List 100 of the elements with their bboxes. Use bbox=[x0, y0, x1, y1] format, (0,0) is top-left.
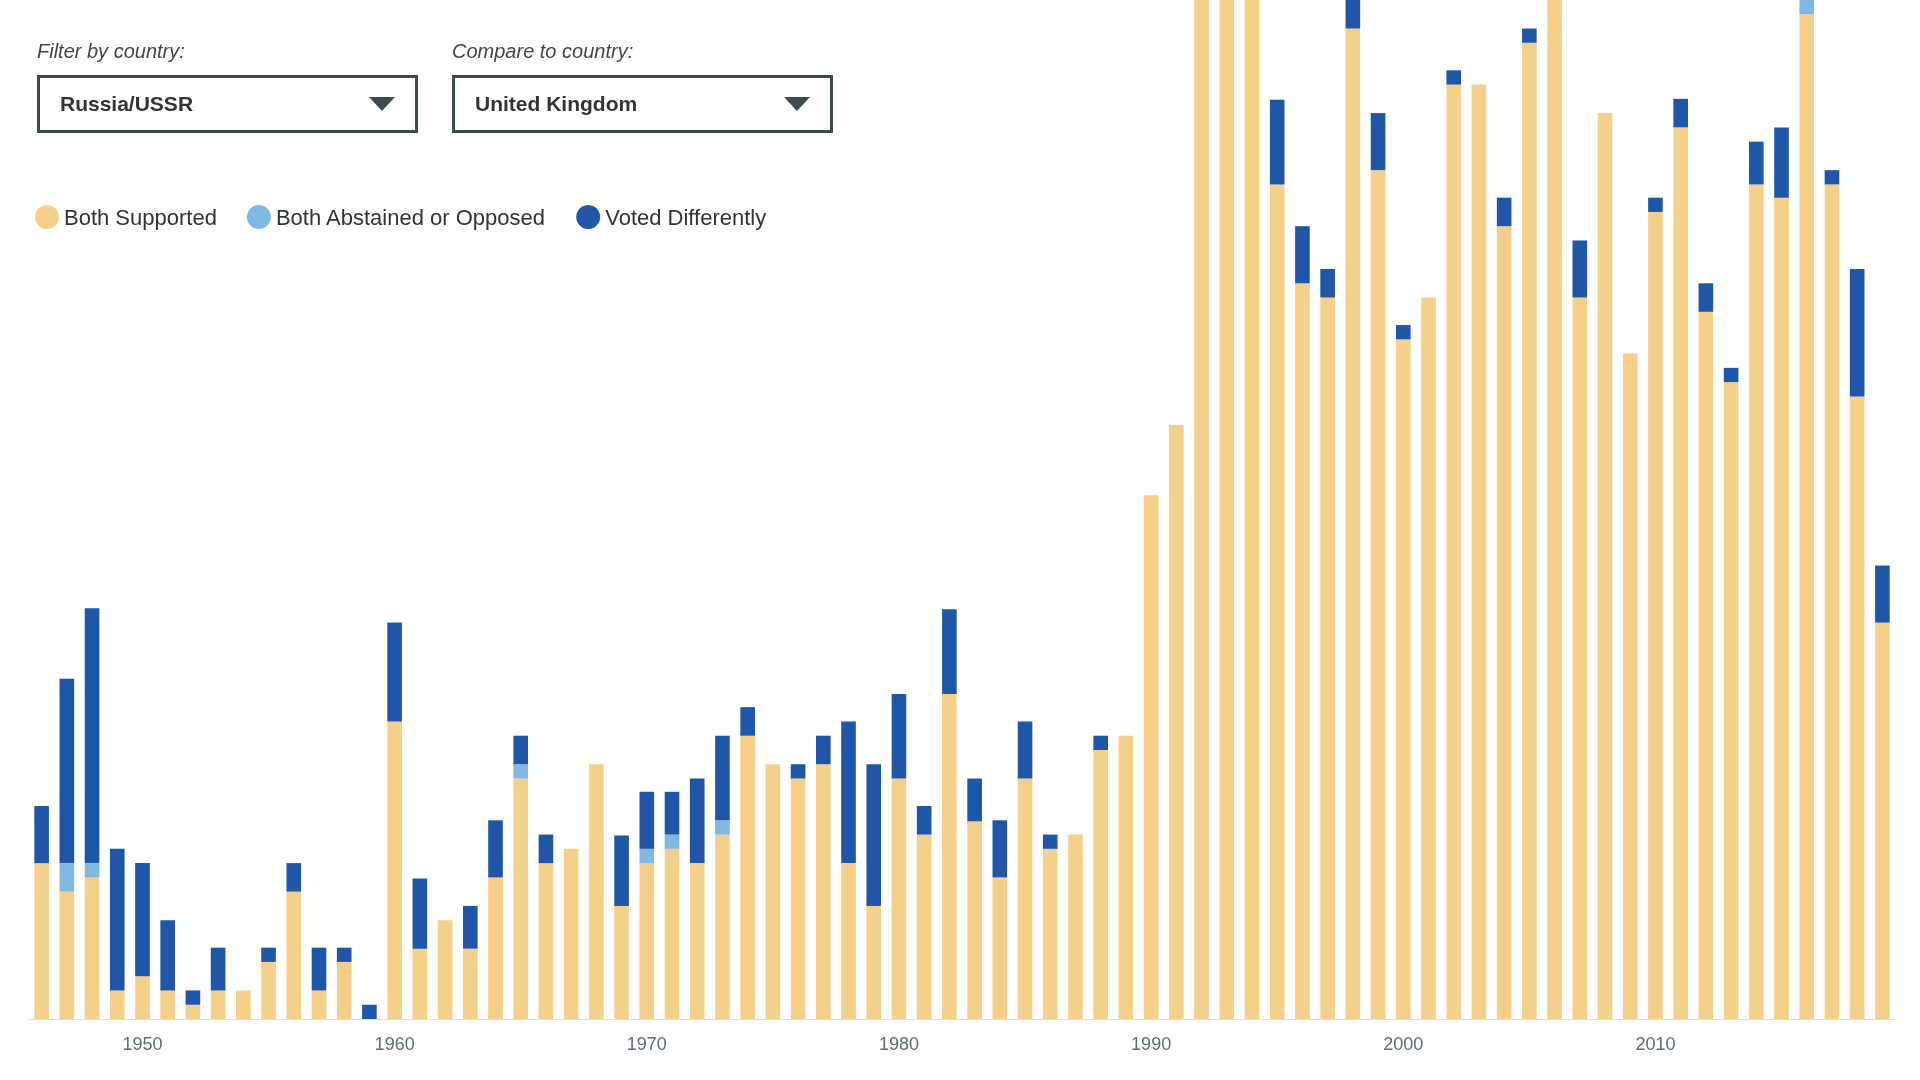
bar bbox=[740, 735, 755, 1019]
x-tick-label: 2010 bbox=[1635, 1034, 1676, 1054]
bar bbox=[1875, 565, 1890, 623]
x-tick-label: 2000 bbox=[1383, 1034, 1424, 1054]
bar bbox=[1799, 0, 1815, 15]
bar bbox=[1774, 127, 1789, 198]
bar bbox=[34, 806, 49, 864]
bar bbox=[816, 764, 831, 1019]
bar bbox=[1673, 127, 1688, 1019]
bar bbox=[1017, 721, 1033, 779]
bar bbox=[1547, 0, 1562, 1019]
bar bbox=[614, 905, 629, 1019]
bar bbox=[790, 778, 806, 1019]
bar bbox=[1522, 42, 1537, 1019]
bar bbox=[311, 990, 327, 1019]
bar bbox=[639, 791, 655, 849]
bar bbox=[336, 947, 352, 962]
bar bbox=[816, 735, 831, 765]
bar bbox=[1345, 0, 1361, 29]
bar bbox=[488, 877, 503, 1019]
dropdown-field: Russia/USSR bbox=[37, 75, 418, 133]
bar bbox=[513, 764, 529, 779]
bar bbox=[1169, 424, 1184, 1019]
bar bbox=[715, 820, 730, 835]
bar bbox=[109, 990, 125, 1019]
annotation: United Kingdom bbox=[475, 92, 638, 116]
bar bbox=[59, 678, 75, 864]
bar bbox=[387, 721, 402, 1019]
bar bbox=[84, 863, 100, 878]
legend-label: Both Abstained or Opposed bbox=[275, 204, 545, 230]
bar bbox=[513, 735, 529, 765]
bar bbox=[740, 707, 755, 736]
bar bbox=[1824, 184, 1840, 1019]
bar bbox=[891, 778, 907, 1019]
x-tick-label: 1980 bbox=[878, 1034, 919, 1054]
bar bbox=[1118, 735, 1134, 1019]
bar bbox=[689, 778, 705, 864]
bar bbox=[1749, 184, 1764, 1019]
bar bbox=[1194, 0, 1209, 1019]
bar bbox=[639, 863, 655, 1019]
bar bbox=[513, 778, 529, 1019]
bar bbox=[336, 961, 352, 1019]
bar bbox=[614, 835, 629, 906]
bar bbox=[286, 891, 302, 1019]
bar bbox=[1849, 269, 1865, 397]
bar bbox=[1068, 834, 1083, 1019]
bar bbox=[437, 920, 453, 1019]
bar bbox=[236, 990, 251, 1019]
bar bbox=[1244, 0, 1260, 1019]
bar bbox=[1648, 197, 1663, 212]
bar bbox=[1093, 735, 1108, 750]
bar bbox=[967, 778, 982, 822]
bar bbox=[942, 609, 957, 694]
bar bbox=[715, 834, 730, 1019]
bar bbox=[1875, 622, 1890, 1019]
bar bbox=[1799, 14, 1815, 1019]
bar bbox=[1017, 778, 1033, 1019]
bar bbox=[1849, 396, 1865, 1019]
bar bbox=[967, 821, 982, 1019]
annotation: Russia/USSR bbox=[60, 92, 194, 116]
bar bbox=[765, 764, 781, 1019]
bar bbox=[538, 834, 554, 864]
bar bbox=[790, 764, 806, 779]
bar bbox=[462, 905, 478, 949]
bar bbox=[1093, 749, 1108, 1019]
bar bbox=[1370, 170, 1386, 1019]
bar bbox=[34, 863, 49, 1019]
bar bbox=[1042, 834, 1058, 849]
bar bbox=[1446, 84, 1462, 1019]
bar bbox=[1446, 70, 1462, 85]
bar bbox=[1295, 226, 1310, 284]
bar bbox=[160, 920, 175, 991]
bar bbox=[1395, 325, 1411, 340]
bar bbox=[1471, 84, 1487, 1019]
bar bbox=[185, 990, 201, 1005]
bar bbox=[639, 848, 655, 864]
bar bbox=[412, 948, 428, 1019]
bar bbox=[1622, 353, 1638, 1019]
bar bbox=[362, 1004, 377, 1019]
bar bbox=[1320, 269, 1335, 298]
bar bbox=[84, 877, 100, 1019]
bar bbox=[1698, 283, 1714, 312]
x-tick-label: 1990 bbox=[1131, 1034, 1172, 1054]
legend-label: Both Supported bbox=[64, 204, 217, 230]
bar bbox=[210, 990, 226, 1019]
bar bbox=[1723, 367, 1739, 383]
bar bbox=[1269, 184, 1285, 1019]
bar bbox=[1698, 311, 1714, 1019]
bar bbox=[286, 863, 302, 892]
bar bbox=[84, 608, 100, 864]
bar bbox=[160, 990, 175, 1019]
bar bbox=[1597, 113, 1613, 1019]
bar bbox=[563, 848, 579, 1019]
bar bbox=[1042, 848, 1058, 1019]
bar bbox=[841, 863, 856, 1019]
bar bbox=[538, 863, 554, 1019]
bar bbox=[664, 791, 680, 835]
bar bbox=[1219, 0, 1235, 1019]
bar bbox=[261, 961, 276, 1019]
bar bbox=[1370, 113, 1386, 171]
